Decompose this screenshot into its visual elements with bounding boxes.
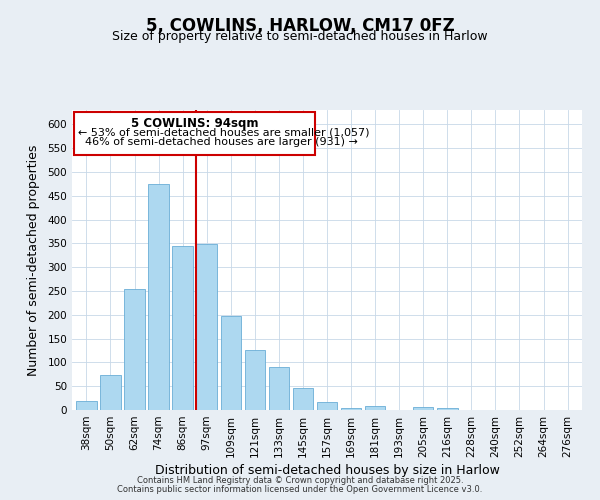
Y-axis label: Number of semi-detached properties: Number of semi-detached properties xyxy=(28,144,40,376)
Text: Contains HM Land Registry data © Crown copyright and database right 2025.: Contains HM Land Registry data © Crown c… xyxy=(137,476,463,485)
Bar xyxy=(196,244,217,410)
Bar xyxy=(124,288,145,410)
Bar xyxy=(437,408,458,410)
Bar xyxy=(317,402,337,410)
Bar xyxy=(413,406,433,410)
Bar xyxy=(341,408,361,410)
Text: 46% of semi-detached houses are larger (931) →: 46% of semi-detached houses are larger (… xyxy=(85,137,358,147)
X-axis label: Distribution of semi-detached houses by size in Harlow: Distribution of semi-detached houses by … xyxy=(155,464,499,477)
Bar xyxy=(148,184,169,410)
Text: 5, COWLINS, HARLOW, CM17 0FZ: 5, COWLINS, HARLOW, CM17 0FZ xyxy=(146,18,454,36)
Bar xyxy=(172,246,193,410)
Text: Contains public sector information licensed under the Open Government Licence v3: Contains public sector information licen… xyxy=(118,485,482,494)
Text: 5 COWLINS: 94sqm: 5 COWLINS: 94sqm xyxy=(131,117,259,130)
Text: ← 53% of semi-detached houses are smaller (1,057): ← 53% of semi-detached houses are smalle… xyxy=(78,128,370,138)
Bar xyxy=(221,316,241,410)
Bar xyxy=(269,367,289,410)
Bar xyxy=(293,388,313,410)
Bar xyxy=(100,375,121,410)
FancyBboxPatch shape xyxy=(74,112,315,155)
Bar xyxy=(76,401,97,410)
Bar xyxy=(245,350,265,410)
Text: Size of property relative to semi-detached houses in Harlow: Size of property relative to semi-detach… xyxy=(112,30,488,43)
Bar xyxy=(365,406,385,410)
